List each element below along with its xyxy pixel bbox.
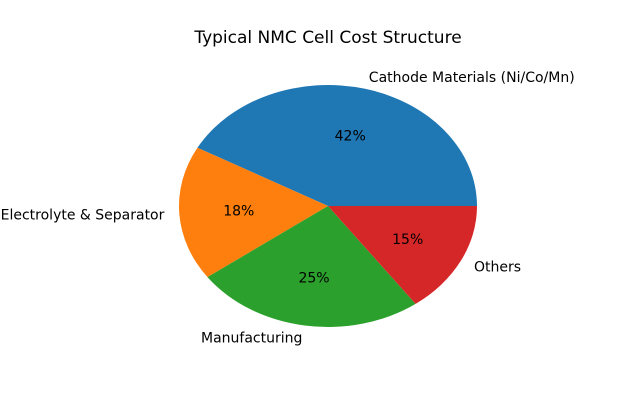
- pie-slice-label-manufacturing: Manufacturing: [201, 331, 302, 347]
- chart-title: Typical NMC Cell Cost Structure: [193, 28, 461, 48]
- pie-labels: 42% Cathode Materials (Ni/Co/Mn) 18% Electr…: [1, 70, 575, 346]
- pie-slice-label-electrolyte-separator: Electrolyte & Separator: [1, 207, 165, 223]
- pie-slice-electrolyte-separator: [179, 147, 328, 278]
- pie-pct-label-electrolyte-separator: 18%: [223, 204, 254, 220]
- pie-slice-manufacturing: [207, 206, 416, 327]
- pie-slice-cathode-materials-ni-co-mn: [197, 85, 477, 206]
- pie-slice-others: [328, 206, 477, 304]
- pie-pct-label-cathode-materials-ni-co-mn: 42%: [335, 129, 366, 145]
- pie-pct-label-manufacturing: 25%: [298, 271, 329, 287]
- pie-slices: [179, 85, 477, 327]
- pie-slice-label-cathode-materials-ni-co-mn: Cathode Materials (Ni/Co/Mn): [369, 70, 575, 86]
- pie-pct-label-others: 15%: [392, 232, 423, 248]
- pie-slice-label-others: Others: [474, 259, 521, 275]
